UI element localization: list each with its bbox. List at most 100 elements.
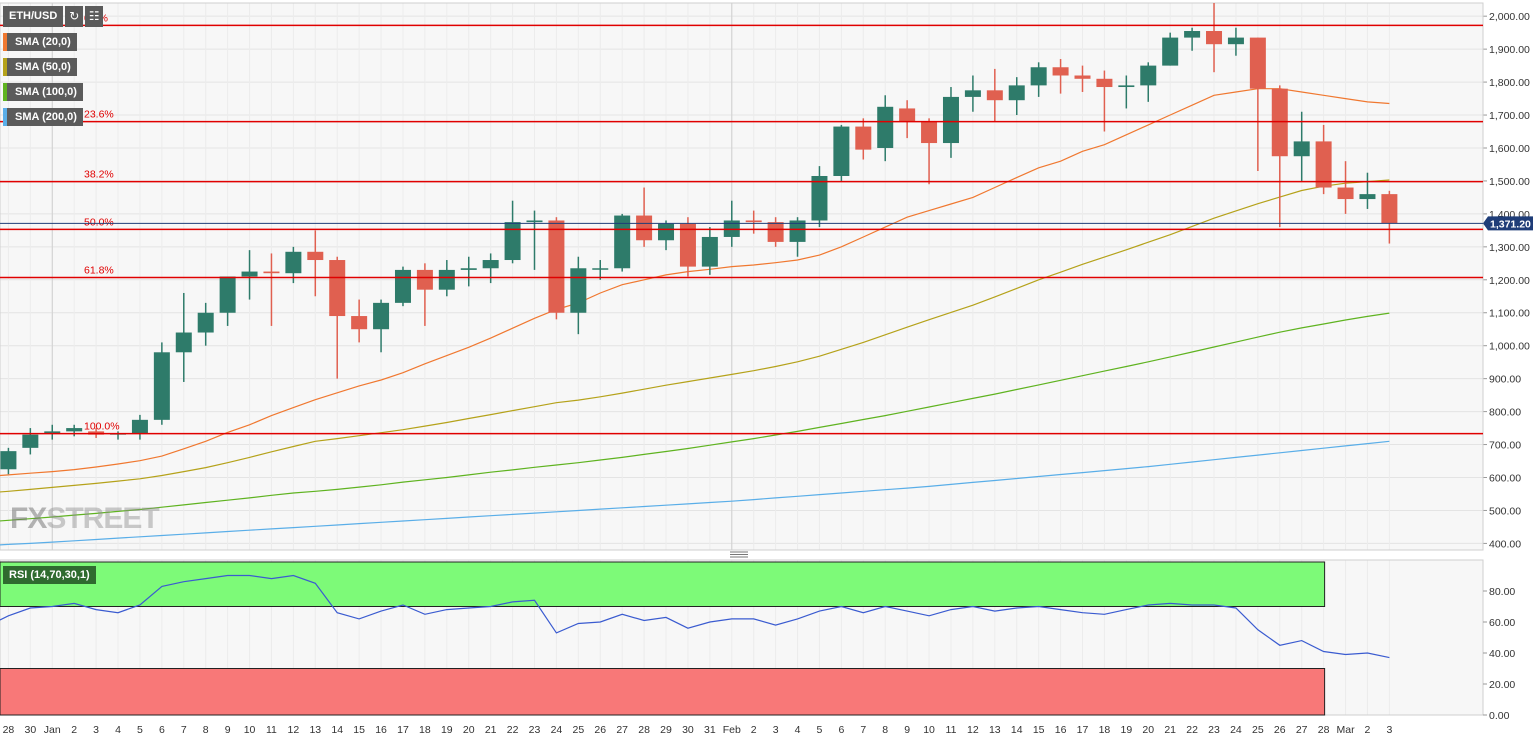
x-tick-label: 23 (1208, 724, 1220, 736)
candle[interactable] (0, 447, 17, 475)
candle[interactable] (22, 428, 39, 455)
x-tick-label: 2 (1365, 724, 1371, 736)
candle[interactable] (153, 342, 170, 425)
x-tick-label: 19 (441, 724, 453, 736)
refresh-icon[interactable]: ↻ (65, 6, 84, 27)
candle[interactable] (1030, 62, 1047, 97)
y-tick-label: 1,300.00 (1489, 242, 1530, 254)
candle[interactable] (701, 227, 718, 275)
x-tick-label: 24 (551, 724, 563, 736)
candle[interactable] (263, 253, 280, 326)
x-tick-label: 11 (946, 724, 957, 736)
y-tick-label: 700.00 (1489, 440, 1521, 452)
x-tick-label: 21 (485, 724, 497, 736)
legend-sma-200[interactable]: SMA (200,0) (3, 108, 83, 126)
current-price-label: 1,371.20 (1490, 218, 1531, 230)
candle[interactable] (658, 220, 675, 251)
candle[interactable] (1315, 124, 1332, 195)
candle[interactable] (636, 187, 653, 247)
rsi-tick-label: 20.00 (1489, 679, 1515, 691)
y-tick-label: 1,800.00 (1489, 77, 1530, 89)
x-tick-label: 28 (638, 724, 650, 736)
candle[interactable] (1337, 161, 1354, 214)
candle[interactable] (1052, 59, 1069, 94)
candle[interactable] (1206, 3, 1223, 73)
rsi-tick-label: 40.00 (1489, 648, 1515, 660)
x-tick-label: 5 (137, 724, 143, 736)
candle[interactable] (1184, 27, 1201, 51)
legend-sma-50[interactable]: SMA (50,0) (3, 58, 77, 76)
settings-icon[interactable]: ☷ (85, 6, 104, 27)
candle[interactable] (1249, 37, 1266, 172)
candle[interactable] (592, 260, 609, 280)
x-tick-label: 14 (331, 724, 343, 736)
rsi-tick-label: 60.00 (1489, 617, 1515, 629)
candle[interactable] (44, 424, 61, 440)
x-tick-label: Mar (1336, 724, 1355, 736)
x-tick-label: 24 (1230, 724, 1242, 736)
candle[interactable] (811, 166, 828, 228)
candle[interactable] (416, 263, 433, 326)
candle[interactable] (351, 299, 368, 343)
candle[interactable] (241, 250, 258, 300)
y-tick-label: 1,200.00 (1489, 275, 1530, 287)
candle[interactable] (1140, 62, 1157, 102)
x-tick-label: 5 (817, 724, 823, 736)
y-tick-label: 600.00 (1489, 473, 1521, 485)
candle[interactable] (899, 100, 916, 139)
x-tick-label: 27 (616, 724, 628, 736)
candle[interactable] (855, 118, 872, 160)
candle[interactable] (1118, 75, 1135, 109)
y-tick-label: 800.00 (1489, 407, 1521, 419)
x-tick-label: Feb (723, 724, 741, 736)
x-tick-label: 16 (1055, 724, 1067, 736)
candle[interactable] (570, 256, 587, 335)
candle[interactable] (767, 217, 784, 247)
candle[interactable] (942, 87, 959, 158)
candle[interactable] (1008, 77, 1025, 116)
x-tick-label: 30 (682, 724, 694, 736)
candle[interactable] (964, 75, 981, 112)
rsi-oversold-zone (0, 668, 1326, 716)
candle[interactable] (1381, 190, 1398, 244)
legend-sma-100[interactable]: SMA (100,0) (3, 83, 83, 101)
candle[interactable] (921, 118, 938, 185)
x-tick-label: 3 (93, 724, 99, 736)
x-tick-label: 10 (244, 724, 256, 736)
candle[interactable] (175, 292, 192, 382)
candle[interactable] (460, 256, 477, 287)
candle[interactable] (1162, 32, 1179, 66)
candle[interactable] (1359, 172, 1376, 209)
candle[interactable] (679, 217, 696, 277)
candle[interactable] (219, 276, 236, 326)
x-tick-label: 3 (773, 724, 779, 736)
candle[interactable] (1074, 65, 1091, 92)
candle[interactable] (197, 302, 214, 346)
candle[interactable] (614, 213, 631, 272)
x-tick-label: 6 (838, 724, 844, 736)
x-tick-label: 31 (704, 724, 716, 736)
candle[interactable] (373, 299, 390, 353)
candle[interactable] (394, 266, 411, 307)
legend-sma-20[interactable]: SMA (20,0) (3, 33, 77, 51)
candle[interactable] (526, 210, 543, 270)
pane-splitter-handle[interactable] (730, 551, 748, 558)
candle[interactable] (504, 200, 521, 264)
candle[interactable] (986, 68, 1003, 122)
candle[interactable] (1271, 85, 1288, 228)
symbol-label[interactable]: ETH/USD (3, 6, 64, 27)
x-tick-label: 25 (1252, 724, 1264, 736)
candle[interactable] (131, 414, 148, 440)
x-tick-label: 15 (1033, 724, 1045, 736)
candle[interactable] (548, 217, 565, 320)
y-tick-label: 1,500.00 (1489, 176, 1530, 188)
candle[interactable] (1227, 27, 1244, 56)
candle[interactable] (307, 230, 324, 297)
y-tick-label: 900.00 (1489, 374, 1521, 386)
candle[interactable] (833, 124, 850, 181)
candle[interactable] (1293, 111, 1310, 181)
candle[interactable] (877, 95, 894, 162)
rsi-legend[interactable]: RSI (14,70,30,1) (3, 566, 96, 584)
